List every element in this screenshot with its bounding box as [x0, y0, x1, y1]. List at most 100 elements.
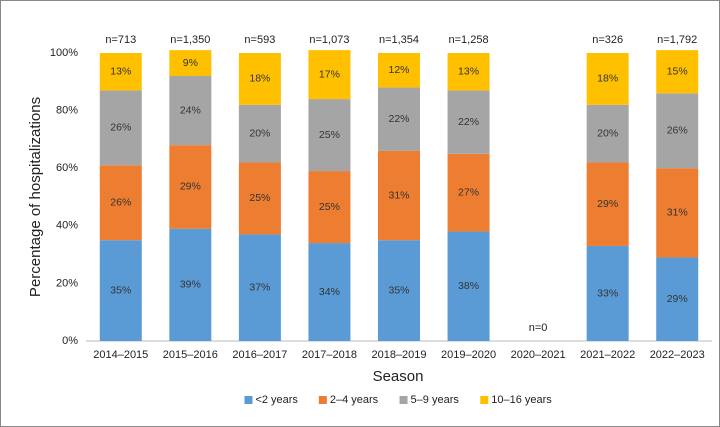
x-tick-label: 2022–2023 [650, 349, 705, 361]
data-label: 18% [597, 73, 618, 85]
data-label: 35% [388, 284, 409, 296]
bar-segment [378, 53, 420, 88]
data-label: 26% [110, 197, 131, 209]
bar-segment [656, 50, 699, 94]
x-tick-label: 2016–2017 [232, 349, 287, 361]
data-label: 35% [110, 284, 131, 296]
bar-segment [99, 240, 142, 341]
bar-segment [378, 240, 420, 341]
data-label: 17% [319, 68, 340, 80]
data-label: 27% [458, 186, 479, 198]
data-label: 25% [319, 129, 340, 141]
bar-segment [656, 93, 699, 169]
bar-segment [586, 53, 629, 105]
data-label: 25% [249, 192, 270, 204]
bar-segment [169, 50, 212, 77]
legend-swatch [318, 396, 327, 404]
n-label: n=593 [244, 34, 275, 46]
n-label: n=1,792 [657, 34, 697, 46]
x-tick-label: 2019–2020 [441, 349, 496, 361]
bar-segment [99, 165, 142, 241]
data-label: 20% [597, 127, 618, 139]
bar-segment [238, 53, 281, 105]
legend-label: 10–16 years [491, 394, 552, 406]
n-label: n=1,350 [170, 34, 210, 46]
bar-segment [447, 90, 490, 154]
bar-segment [308, 50, 351, 100]
bar-segment [656, 168, 699, 258]
x-tick-label: 2021–2022 [580, 349, 635, 361]
data-label: 29% [180, 181, 201, 193]
data-label: 34% [319, 286, 340, 298]
data-label: 31% [388, 189, 409, 201]
bar-segment [656, 257, 699, 341]
bar-segment [586, 245, 629, 341]
data-label: 24% [180, 104, 201, 116]
data-label: 13% [110, 66, 131, 78]
data-label: 39% [180, 279, 201, 291]
bar-segment [238, 162, 281, 235]
data-label: 33% [597, 287, 618, 299]
data-label: 31% [667, 207, 688, 219]
data-label: 15% [667, 66, 688, 78]
bar-segment [169, 228, 212, 341]
data-label: 38% [458, 280, 479, 292]
bar-segment [308, 171, 351, 244]
x-tick-label: 2018–2019 [371, 349, 426, 361]
data-label: 26% [110, 122, 131, 134]
n-label: n=326 [592, 34, 623, 46]
bar-segment [169, 145, 212, 229]
data-label: 29% [597, 198, 618, 210]
data-label: 26% [667, 125, 688, 137]
data-label: 20% [249, 127, 270, 139]
y-tick-label: 0% [62, 335, 78, 347]
bar-segment [586, 162, 629, 246]
y-tick-label: 80% [56, 105, 78, 117]
bar-segment [447, 231, 490, 341]
y-axis-title: Percentage of hospitalizations [27, 97, 44, 297]
n-label: n=1,354 [379, 34, 419, 46]
data-label: 22% [458, 116, 479, 128]
data-label: 18% [249, 73, 270, 85]
y-tick-label: 20% [56, 277, 78, 289]
data-label: 25% [319, 201, 340, 213]
n-label: n=713 [105, 34, 136, 46]
legend-swatch [244, 396, 253, 404]
data-label: 37% [249, 282, 270, 294]
x-tick-label: 2020–2021 [511, 349, 566, 361]
n-label: n=0 [529, 322, 548, 334]
legend-label: 2–4 years [330, 394, 379, 406]
legend-label: 5–9 years [411, 394, 460, 406]
x-tick-label: 2015–2016 [163, 349, 218, 361]
n-label: n=1,258 [449, 34, 489, 46]
y-tick-label: 100% [50, 47, 78, 59]
bar-segment [308, 99, 351, 172]
bar-segment [238, 234, 281, 341]
bar-segment [447, 53, 490, 91]
bar-segment [378, 150, 420, 241]
x-axis-title: Season [373, 368, 424, 385]
bar-segment [238, 104, 281, 163]
data-label: 9% [183, 57, 198, 69]
x-tick-label: 2014–2015 [93, 349, 148, 361]
bar-segment [447, 153, 490, 232]
legend-swatch [480, 396, 489, 404]
x-tick-label: 2017–2018 [302, 349, 357, 361]
data-label: 29% [667, 293, 688, 305]
bar-segment [308, 243, 351, 341]
bar-segment [99, 90, 142, 166]
bar-segment [586, 104, 629, 163]
legend-label: <2 years [255, 394, 298, 406]
y-tick-label: 60% [56, 162, 78, 174]
data-label: 12% [388, 64, 409, 76]
data-label: 22% [388, 113, 409, 125]
data-label: 13% [458, 66, 479, 78]
bar-segment [378, 87, 420, 151]
y-tick-label: 40% [56, 220, 78, 232]
bar-segment [169, 76, 212, 146]
bar-segment [99, 53, 142, 91]
legend-swatch [399, 396, 408, 404]
n-label: n=1,073 [309, 34, 349, 46]
